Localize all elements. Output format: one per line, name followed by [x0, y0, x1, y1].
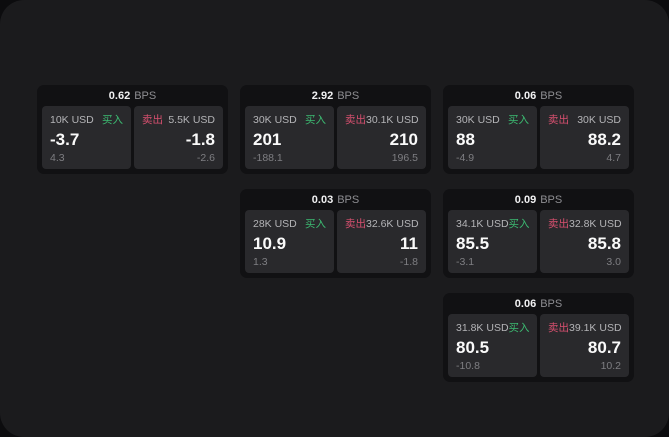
- buy-label: 买入: [508, 114, 529, 126]
- sell-label: 卖出: [548, 322, 569, 334]
- quote-card: 2.92 BPS 30K USD 买入 201 -188.1 卖出 30.1K …: [240, 85, 431, 174]
- bps-unit: BPS: [540, 89, 563, 102]
- bps-unit: BPS: [540, 297, 563, 310]
- sell-sub-value: 4.7: [606, 152, 621, 164]
- sell-price: 80.7: [587, 338, 621, 357]
- sell-amount: 32.8K USD: [569, 217, 622, 230]
- buy-price: -3.7: [50, 130, 80, 149]
- sell-label: 卖出: [345, 218, 366, 230]
- quote-panels: 31.8K USD 买入 80.5 -10.8 卖出 39.1K USD 80.…: [443, 314, 634, 382]
- bps-value: 0.09: [514, 193, 537, 206]
- buy-label: 买入: [305, 218, 326, 230]
- buy-sub-value: -4.9: [456, 152, 475, 164]
- buy-label: 买入: [102, 114, 123, 126]
- sell-price: 11: [400, 234, 418, 253]
- buy-amount: 31.8K USD: [456, 321, 509, 334]
- sell-label: 卖出: [548, 218, 569, 230]
- quote-card: 0.09 BPS 34.1K USD 买入 85.5 -3.1 卖出 32.8K…: [443, 189, 634, 278]
- card-header: 2.92 BPS: [240, 85, 431, 106]
- sell-panel[interactable]: 卖出 5.5K USD -1.8 -2.6: [134, 106, 223, 169]
- sell-price: 85.8: [587, 234, 621, 253]
- buy-sub-value: 1.3: [253, 256, 268, 268]
- quote-panels: 30K USD 买入 201 -188.1 卖出 30.1K USD 210 1…: [240, 106, 431, 174]
- sell-amount: 39.1K USD: [569, 321, 622, 334]
- card-header: 0.03 BPS: [240, 189, 431, 210]
- bps-unit: BPS: [337, 193, 360, 206]
- buy-label: 买入: [508, 322, 530, 334]
- buy-sub-value: -10.8: [456, 360, 480, 372]
- bps-unit: BPS: [134, 89, 157, 102]
- sell-sub-value: 196.5: [391, 152, 418, 164]
- buy-label: 买入: [305, 114, 326, 126]
- quote-panels: 34.1K USD 买入 85.5 -3.1 卖出 32.8K USD 85.8…: [443, 210, 634, 278]
- quote-card: 0.06 BPS 31.8K USD 买入 80.5 -10.8 卖出 39.1…: [443, 293, 634, 382]
- buy-panel[interactable]: 28K USD 买入 10.9 1.3: [245, 210, 334, 273]
- bps-unit: BPS: [337, 89, 360, 102]
- card-header: 0.62 BPS: [37, 85, 228, 106]
- sell-amount: 32.6K USD: [366, 217, 419, 230]
- sell-sub-value: -2.6: [196, 152, 215, 164]
- quote-panels: 10K USD 买入 -3.7 4.3 卖出 5.5K USD -1.8 -2.…: [37, 106, 228, 174]
- sell-panel[interactable]: 卖出 30.1K USD 210 196.5: [337, 106, 426, 169]
- sell-panel[interactable]: 卖出 32.6K USD 11 -1.8: [337, 210, 426, 273]
- sell-label: 卖出: [142, 114, 163, 126]
- bps-value: 2.92: [311, 89, 334, 102]
- bps-value: 0.06: [514, 89, 537, 102]
- buy-amount: 30K USD: [253, 113, 297, 126]
- bps-value: 0.62: [108, 89, 131, 102]
- sell-panel[interactable]: 卖出 39.1K USD 80.7 10.2: [540, 314, 629, 377]
- buy-sub-value: 4.3: [50, 152, 65, 164]
- buy-price: 88: [456, 130, 475, 149]
- quote-card: 0.03 BPS 28K USD 买入 10.9 1.3 卖出 32.6K US…: [240, 189, 431, 278]
- quote-panels: 30K USD 买入 88 -4.9 卖出 30K USD 88.2 4.7: [443, 106, 634, 174]
- sell-sub-value: -1.8: [399, 256, 418, 268]
- buy-panel[interactable]: 31.8K USD 买入 80.5 -10.8: [448, 314, 537, 377]
- buy-panel[interactable]: 30K USD 买入 88 -4.9: [448, 106, 537, 169]
- card-header: 0.06 BPS: [443, 85, 634, 106]
- buy-amount: 34.1K USD: [456, 217, 509, 230]
- buy-sub-value: -3.1: [456, 256, 475, 268]
- buy-amount: 28K USD: [253, 217, 297, 230]
- buy-price: 10.9: [253, 234, 287, 253]
- sell-price: -1.8: [185, 130, 215, 149]
- buy-amount: 10K USD: [50, 113, 94, 126]
- quote-card: 0.06 BPS 30K USD 买入 88 -4.9 卖出 30K USD 8…: [443, 85, 634, 174]
- buy-amount: 30K USD: [456, 113, 500, 126]
- sell-label: 卖出: [345, 114, 366, 126]
- quote-panels: 28K USD 买入 10.9 1.3 卖出 32.6K USD 11 -1.8: [240, 210, 431, 278]
- sell-panel[interactable]: 卖出 30K USD 88.2 4.7: [540, 106, 629, 169]
- sell-sub-value: 10.2: [600, 360, 621, 372]
- sell-amount: 5.5K USD: [168, 113, 215, 126]
- buy-label: 买入: [508, 218, 530, 230]
- buy-sub-value: -188.1: [253, 152, 283, 164]
- sell-price: 88.2: [587, 130, 621, 149]
- buy-panel[interactable]: 34.1K USD 买入 85.5 -3.1: [448, 210, 537, 273]
- buy-panel[interactable]: 10K USD 买入 -3.7 4.3: [42, 106, 131, 169]
- buy-price: 85.5: [456, 234, 490, 253]
- sell-sub-value: 3.0: [606, 256, 621, 268]
- bps-unit: BPS: [540, 193, 563, 206]
- card-header: 0.06 BPS: [443, 293, 634, 314]
- buy-price: 80.5: [456, 338, 490, 357]
- sell-amount: 30K USD: [577, 113, 621, 126]
- sell-panel[interactable]: 卖出 32.8K USD 85.8 3.0: [540, 210, 629, 273]
- bps-value: 0.06: [514, 297, 537, 310]
- sell-amount: 30.1K USD: [366, 113, 419, 126]
- bps-value: 0.03: [311, 193, 334, 206]
- sell-price: 210: [389, 130, 418, 149]
- sell-label: 卖出: [548, 114, 569, 126]
- buy-panel[interactable]: 30K USD 买入 201 -188.1: [245, 106, 334, 169]
- quote-card: 0.62 BPS 10K USD 买入 -3.7 4.3 卖出 5.5K USD…: [37, 85, 228, 174]
- card-header: 0.09 BPS: [443, 189, 634, 210]
- buy-price: 201: [253, 130, 282, 149]
